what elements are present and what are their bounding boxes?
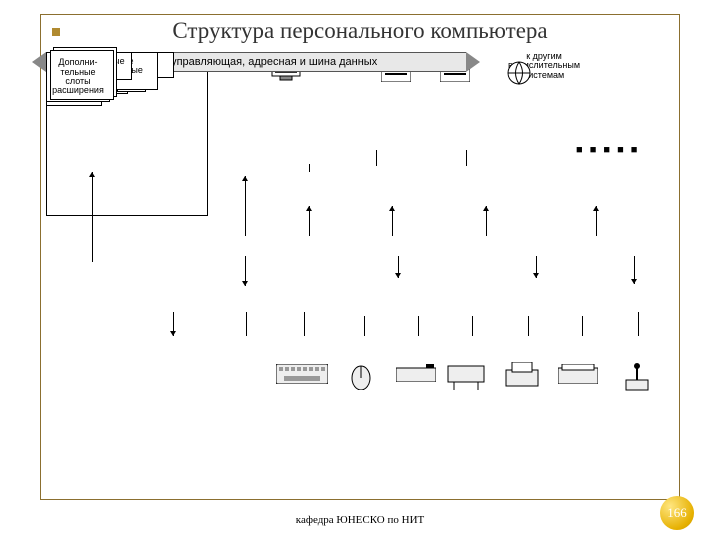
page-number-badge: 166: [660, 496, 694, 530]
conn: [528, 316, 529, 336]
slot-dots-icon: ■ ■ ■ ■ ■: [576, 144, 639, 156]
conn: [245, 176, 246, 236]
conn: [472, 316, 473, 336]
modem-icon: [396, 364, 436, 385]
scanner-icon: [558, 364, 598, 387]
arrow: [170, 331, 176, 336]
keyboard-icon: [276, 364, 328, 387]
arrow: [89, 172, 95, 177]
arrow: [242, 281, 248, 286]
arrow: [389, 206, 395, 211]
conn: [466, 150, 467, 166]
arrow: [306, 206, 312, 211]
conn: [304, 312, 305, 336]
arrow: [242, 176, 248, 181]
conn: [364, 316, 365, 336]
conn: [582, 316, 583, 336]
arrow: [533, 273, 539, 278]
conn: [638, 312, 639, 336]
diagram: к другимвычислительнымсистемам ■ ■ ■ ■ ■…: [46, 52, 676, 472]
conn: [418, 316, 419, 336]
mouse-icon: [350, 364, 372, 393]
page-title: Структура персонального компьютера: [130, 18, 590, 44]
printer-icon: [504, 362, 540, 393]
plotter-icon: [446, 362, 486, 393]
arrow: [593, 206, 599, 211]
conn: [246, 312, 247, 336]
conn: [376, 150, 377, 166]
arrow: [631, 279, 637, 284]
arrow: [483, 206, 489, 211]
footer-text: кафедра ЮНЕСКО по НИТ: [0, 514, 720, 526]
conn: [92, 172, 93, 262]
arrow: [395, 273, 401, 278]
joystick-icon: [624, 362, 650, 395]
conn: [309, 164, 310, 172]
network-icon: [506, 60, 532, 89]
slots-box: Дополни-тельныеслотырасширения: [46, 52, 110, 102]
